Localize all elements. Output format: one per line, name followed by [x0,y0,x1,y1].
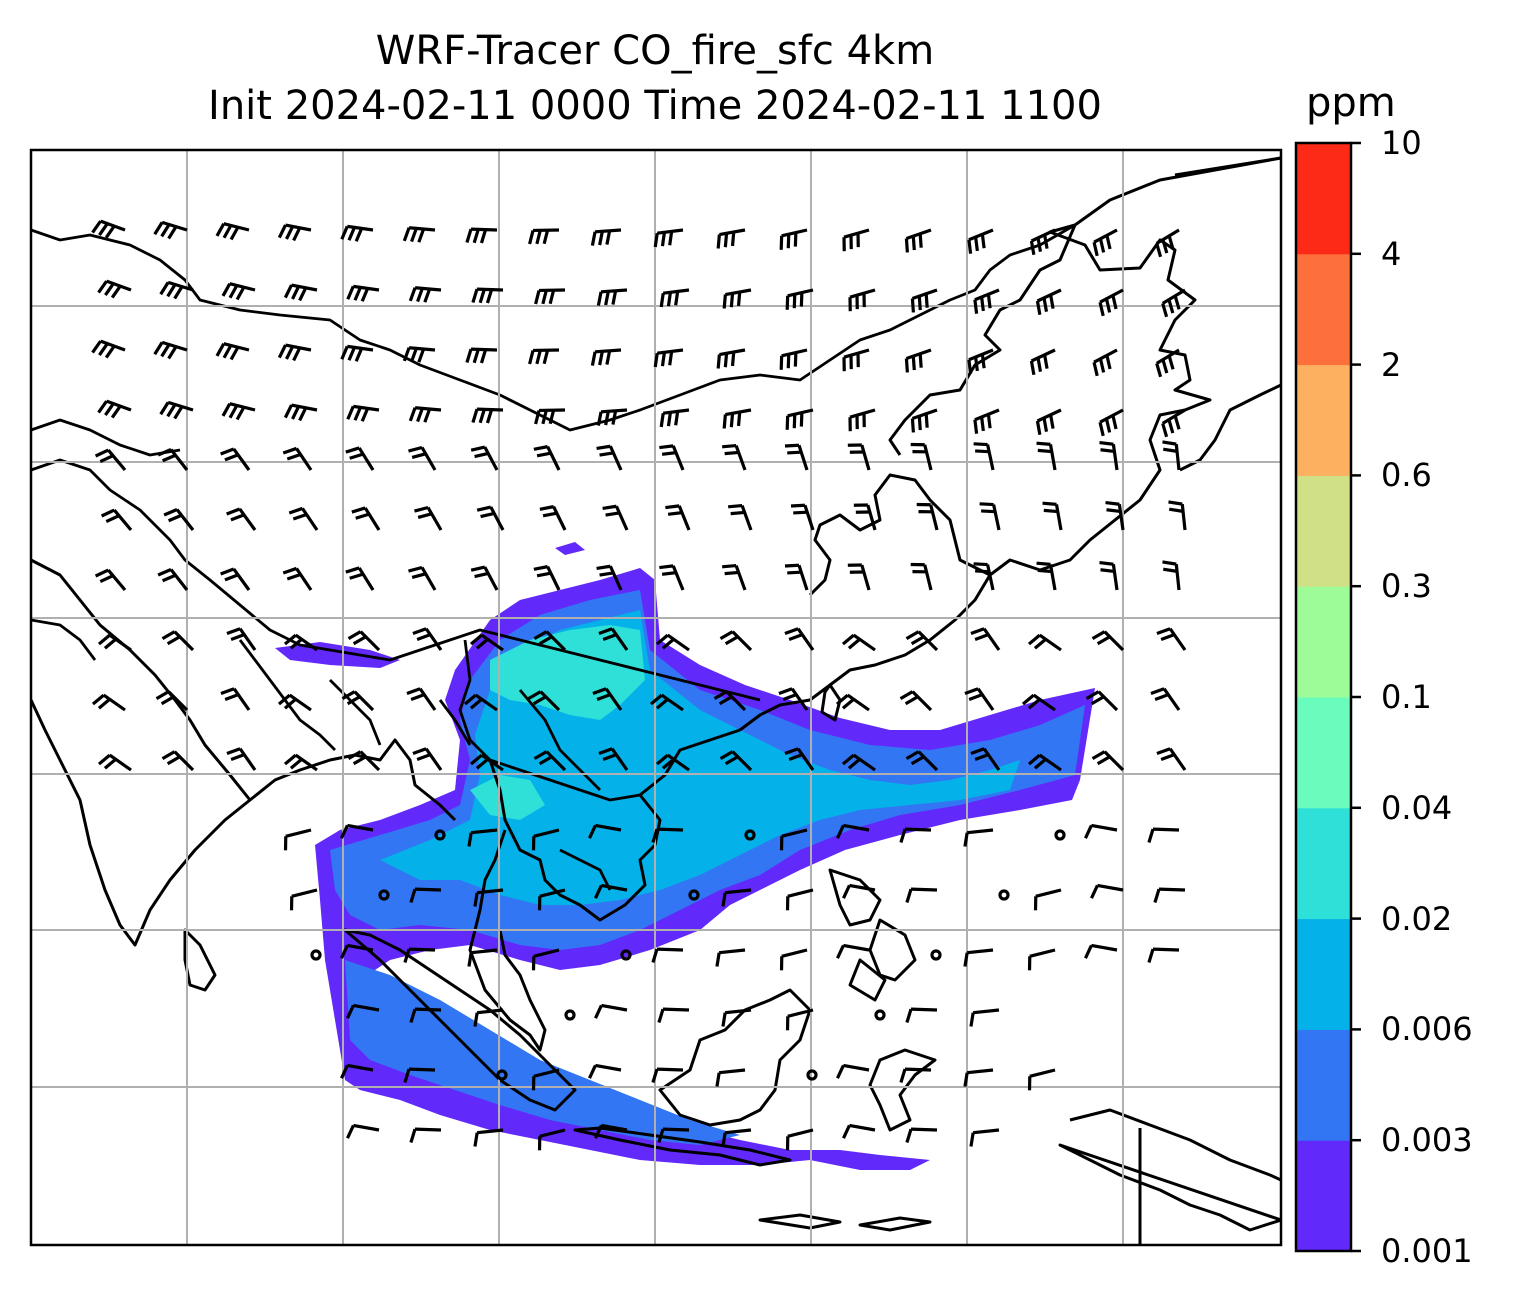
colorbar [1296,143,1351,1252]
colorbar-tick-label: 0.001 [1381,1232,1473,1270]
colorbar-segment [1296,807,1351,920]
colorbar-segment [1296,364,1351,476]
colorbar-tick-label: 0.003 [1381,1121,1473,1160]
colorbar-tick-label: 0.02 [1381,899,1453,938]
plume-contour [275,642,400,668]
colorbar-tick-label: 0.6 [1381,456,1432,495]
colorbar-segment [1296,697,1351,809]
colorbar-segment [1296,918,1351,1030]
colorbar-tick-label: 0.1 [1381,678,1432,716]
colorbar-tick-label: 2 [1381,345,1402,384]
colorbar-segment [1296,1029,1351,1141]
chart-title-line1: WRF-Tracer CO_fire_sfc 4km [375,28,935,74]
map-frame [29,148,1283,1247]
wind-barbs [91,219,1187,1151]
plume-contour [555,542,585,555]
gridlines [31,150,1281,1245]
colorbar-segment [1296,253,1351,366]
colorbar-tick-label: 0.3 [1381,567,1432,606]
colorbar-unit-label: ppm [1306,80,1396,126]
colorbar-segment [1296,475,1351,587]
colorbar-tick-label: 0.04 [1381,788,1453,827]
colorbar-segment [1296,143,1351,255]
co-fire-plume [275,542,1095,1170]
colorbar-tick-label: 0.006 [1381,1010,1473,1049]
colorbar-tick-label: 4 [1381,234,1402,273]
colorbar-ticks [1351,141,1361,1253]
colorbar-segment [1296,1140,1351,1252]
plume-contour [470,775,545,820]
plume-contour [345,960,740,1145]
colorbar-segment [1296,586,1351,698]
map-content [31,150,1281,1245]
colorbar-tick-label: 10 [1381,124,1422,162]
chart-title-line2: Init 2024-02-11 0000 Time 2024-02-11 110… [208,83,1102,129]
